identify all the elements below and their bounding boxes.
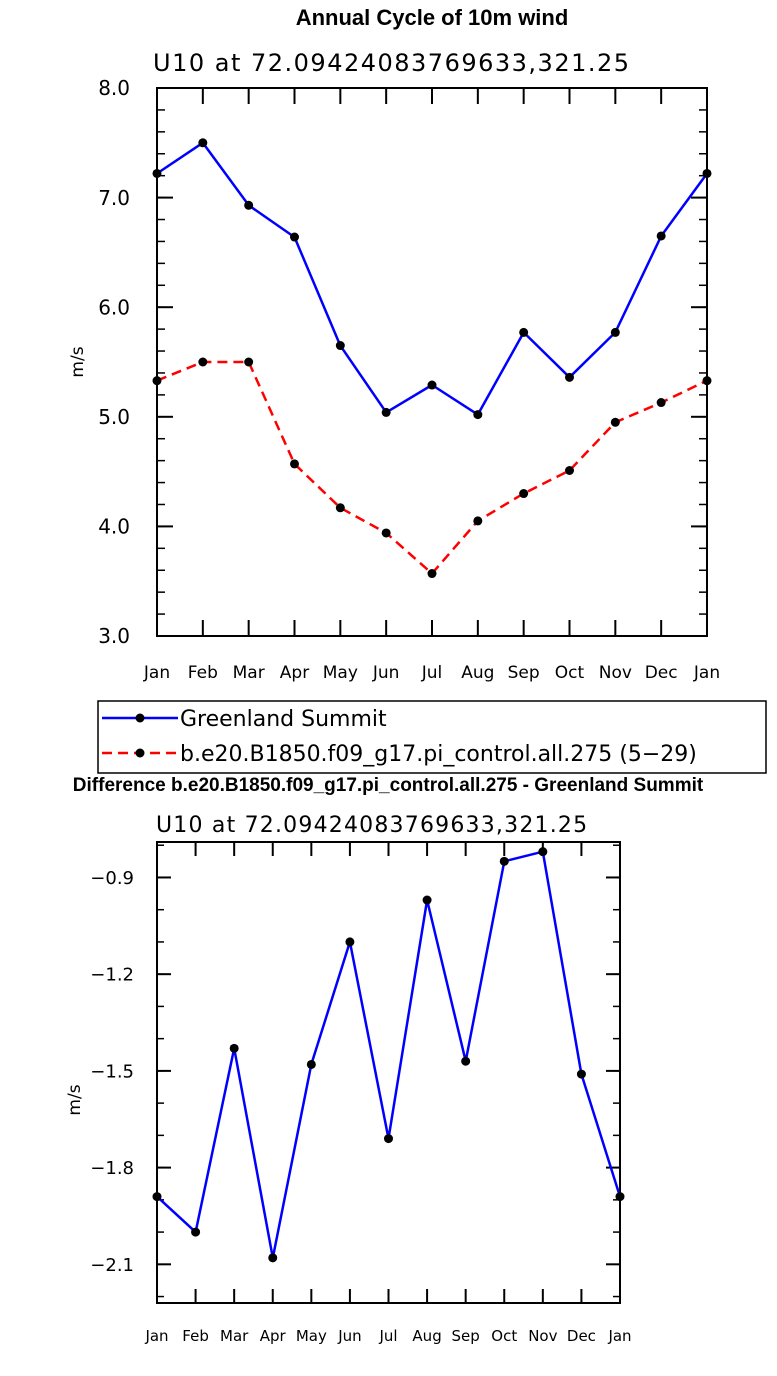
x-tick-label: Jun: [337, 1327, 361, 1345]
chart2-title: Difference b.e20.B1850.f09_g17.pi_contro…: [73, 775, 704, 796]
data-point: [152, 1192, 162, 1202]
data-point: [381, 528, 391, 538]
data-point: [565, 466, 574, 476]
y-tick-label: 5.0: [98, 405, 130, 429]
x-tick-label: Oct: [555, 663, 585, 683]
chart1-plot: 3.0 4.0 5.0 6.0 7.0 8.0 Jan Feb Mar Apr May Jun Jul A…: [98, 76, 720, 683]
x-tick-label: Jun: [372, 663, 400, 683]
y-tick-label: −1.2: [90, 965, 134, 986]
data-point: [473, 410, 483, 420]
x-tick-label: Jan: [143, 663, 170, 683]
y-tick-label: −1.8: [90, 1158, 134, 1179]
x-tick-label: Feb: [182, 1327, 209, 1345]
legend-marker-series-1: [135, 713, 145, 723]
x-tick-label: Apr: [280, 663, 309, 683]
data-point: [576, 1069, 586, 1079]
data-point: [244, 200, 254, 210]
x-tick-label: Jan: [693, 663, 720, 683]
y-tick-label: 6.0: [98, 295, 130, 319]
chart1-subtitle: U10 at 72.09424083769633,321.25: [153, 49, 631, 77]
data-point: [473, 516, 483, 526]
x-tick-label: Jul: [421, 663, 443, 683]
chart2-plot: −2.1 −1.8 −1.5 −1.2 −0.9 Jan Feb Mar Apr May Jun Ju…: [90, 841, 632, 1345]
x-tick-label: Feb: [188, 663, 218, 683]
data-point: [335, 341, 345, 351]
x-tick-label: Nov: [528, 1327, 557, 1345]
x-tick-label: Aug: [412, 1327, 441, 1345]
x-tick-label: Mar: [220, 1327, 249, 1345]
data-point: [191, 1227, 201, 1237]
legend: Greenland Summit b.e20.B1850.f09_g17.pi_…: [97, 700, 767, 774]
data-point: [702, 168, 712, 178]
data-point: [538, 847, 548, 857]
x-tick-label: Sep: [452, 1327, 480, 1345]
data-point: [244, 357, 254, 367]
y-tick-label: 7.0: [98, 186, 130, 210]
data-point: [290, 232, 299, 242]
legend-marker-series-2: [135, 748, 145, 758]
x-tick-label: May: [323, 663, 358, 683]
x-tick-label: Oct: [491, 1327, 517, 1345]
legend-label-series-1: Greenland Summit: [180, 707, 387, 732]
plot-frame: [156, 841, 621, 1304]
data-point: [422, 895, 432, 905]
data-point: [519, 327, 529, 337]
x-tick-label: Jul: [378, 1327, 397, 1345]
data-point: [461, 1056, 471, 1066]
data-point: [384, 1134, 393, 1144]
data-point: [152, 376, 162, 386]
data-point: [198, 357, 208, 367]
chart1-ylabel: m/s: [68, 346, 88, 377]
data-point: [610, 417, 620, 427]
x-tick-label: May: [296, 1327, 327, 1345]
y-tick-label: 8.0: [98, 76, 130, 100]
data-point: [335, 503, 345, 513]
x-tick-label: Dec: [567, 1327, 596, 1345]
data-point: [229, 1043, 239, 1053]
y-tick-label: 3.0: [98, 624, 130, 648]
data-point: [345, 937, 355, 947]
data-point: [268, 1253, 278, 1263]
data-point: [499, 856, 509, 866]
data-point: [565, 372, 574, 382]
data-point: [656, 231, 666, 241]
y-tick-label: −1.5: [90, 1061, 134, 1082]
series-line-1: [156, 141, 709, 416]
data-point: [702, 376, 712, 386]
data-point: [656, 398, 666, 408]
chart2-ylabel: m/s: [65, 1084, 85, 1115]
data-point: [306, 1059, 316, 1069]
x-tick-label: Mar: [233, 663, 265, 683]
x-tick-label: Nov: [599, 663, 632, 683]
chart1-title: Annual Cycle of 10m wind: [296, 5, 569, 30]
y-tick-label: −2.1: [90, 1255, 134, 1276]
series-line-1: [156, 850, 622, 1260]
legend-label-series-2: b.e20.B1850.f09_g17.pi_control.all.275 (…: [180, 742, 697, 767]
data-point: [152, 168, 162, 178]
data-point: [198, 138, 208, 148]
y-tick-label: −0.9: [90, 868, 134, 889]
x-tick-label: Sep: [508, 663, 540, 683]
data-point: [615, 1192, 625, 1202]
x-tick-label: Apr: [260, 1327, 287, 1345]
x-tick-label: Jan: [607, 1327, 631, 1345]
data-point: [290, 459, 299, 469]
data-point: [381, 407, 391, 417]
data-point: [610, 327, 620, 337]
legend-box: [97, 700, 767, 774]
x-tick-label: Dec: [645, 663, 678, 683]
y-tick-label: 4.0: [98, 515, 130, 539]
x-tick-label: Jan: [144, 1327, 168, 1345]
x-tick-label: Aug: [461, 663, 494, 683]
data-point: [427, 380, 437, 390]
data-point: [519, 489, 529, 499]
data-point: [427, 569, 437, 579]
series-line-2: [156, 360, 708, 575]
chart2-subtitle: U10 at 72.09424083769633,321.25: [156, 813, 588, 838]
